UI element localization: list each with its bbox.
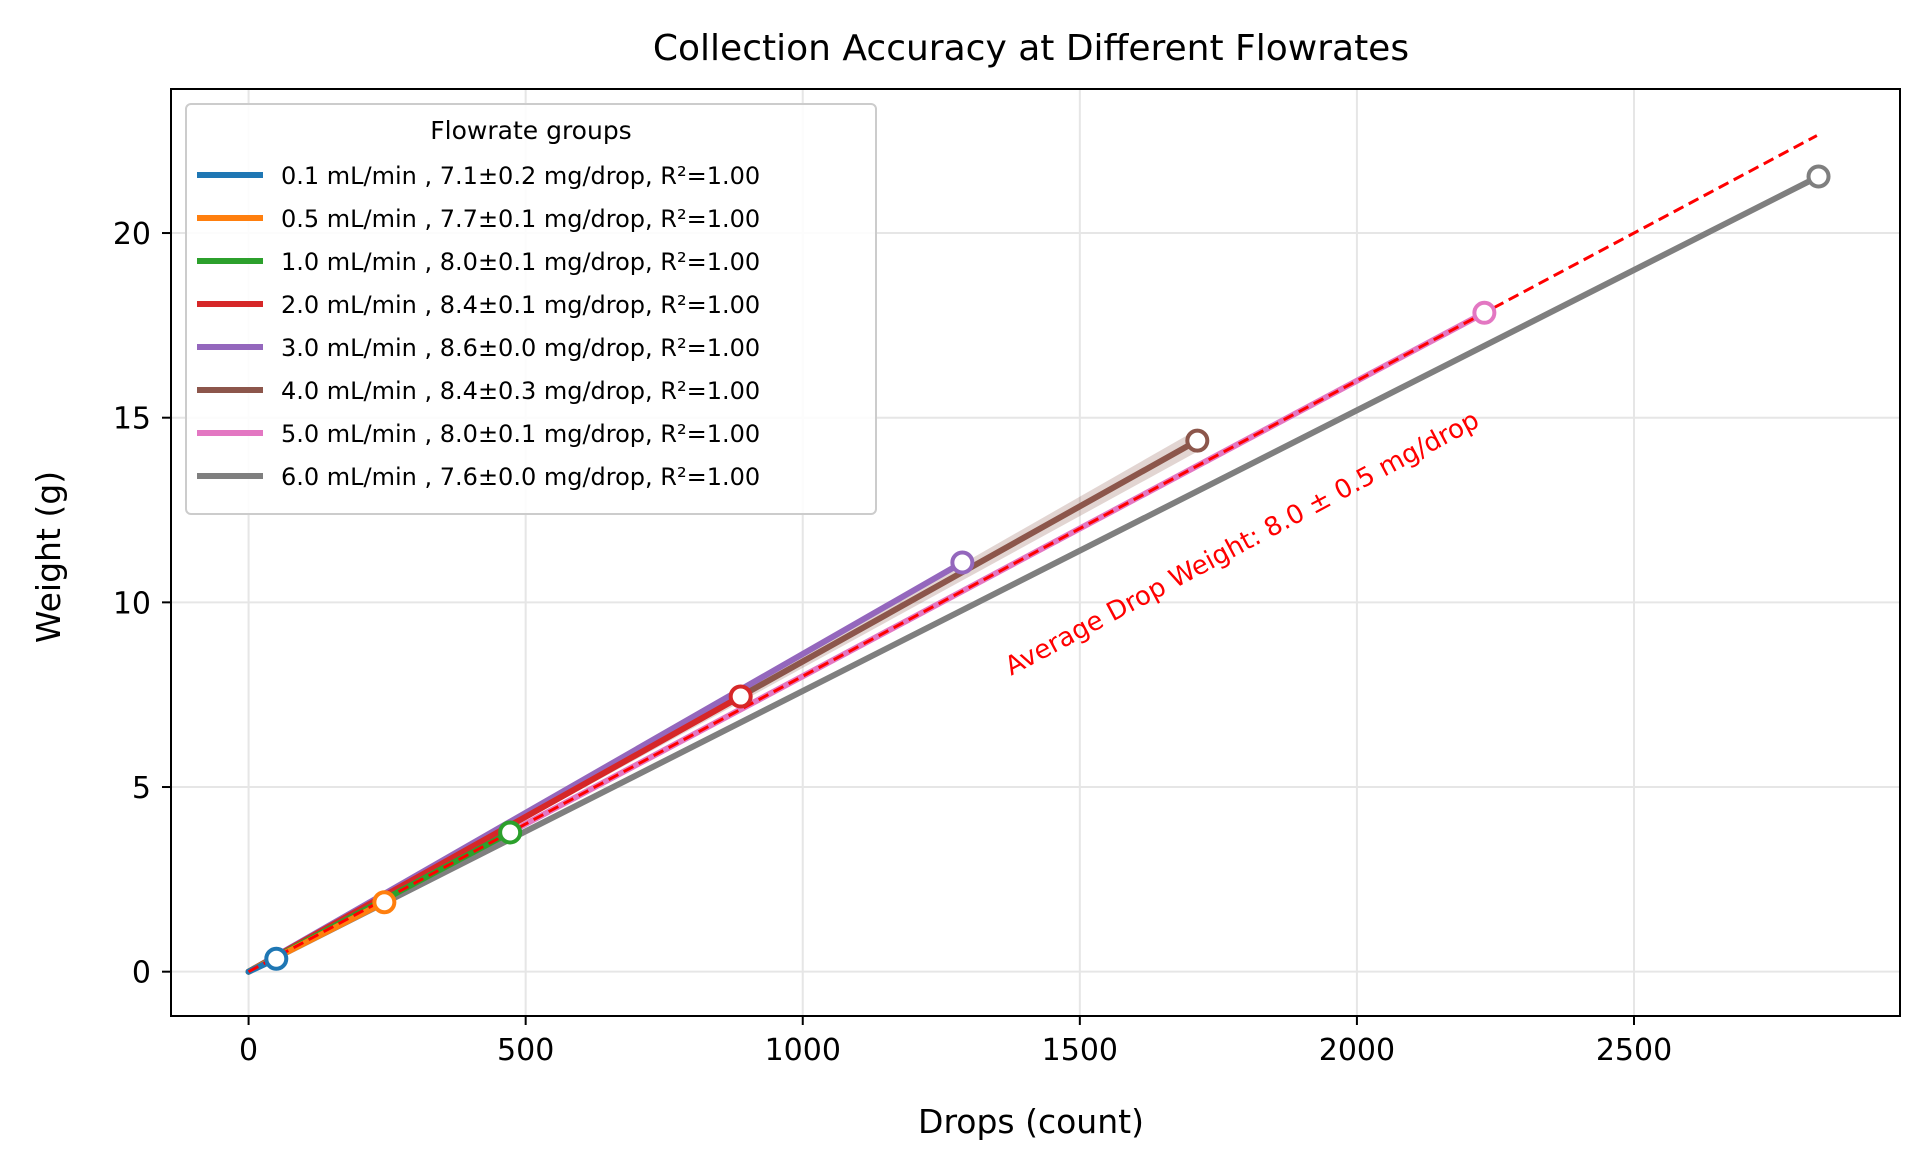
- x-tick-label: 2000: [1319, 1033, 1395, 1068]
- endpoint-markers: [264, 164, 1831, 971]
- legend-label: 1.0 mL/min , 8.0±0.1 mg/drop, R²=1.00: [281, 248, 760, 276]
- legend-label: 4.0 mL/min , 8.4±0.3 mg/drop, R²=1.00: [281, 377, 760, 405]
- legend-label: 0.5 mL/min , 7.7±0.1 mg/drop, R²=1.00: [281, 205, 760, 233]
- legend: Flowrate groups 0.1 mL/min , 7.1±0.2 mg/…: [185, 103, 877, 515]
- series-endpoint-marker: [728, 684, 753, 709]
- series-endpoint-marker: [498, 820, 523, 845]
- series-endpoint-marker: [1472, 300, 1497, 325]
- series-endpoint-marker: [264, 946, 289, 971]
- x-axis-label: Drops (count): [918, 1102, 1144, 1141]
- plot-frame: [170, 88, 1901, 1017]
- y-tick-label: 10: [113, 586, 151, 621]
- series-endpoint-marker: [1806, 164, 1831, 189]
- x-tick-label: 2500: [1596, 1033, 1672, 1068]
- legend-label: 2.0 mL/min , 8.4±0.1 mg/drop, R²=1.00: [281, 291, 760, 319]
- y-tick-label: 20: [113, 217, 151, 252]
- series-endpoint-marker: [372, 890, 397, 915]
- y-tick-label: 15: [113, 402, 151, 437]
- x-tick-label: 0: [239, 1033, 258, 1068]
- legend-label: 3.0 mL/min , 8.6±0.0 mg/drop, R²=1.00: [281, 334, 760, 362]
- legend-title: Flowrate groups: [430, 116, 631, 145]
- legend-entries: 0.1 mL/min , 7.1±0.2 mg/drop, R²=1.00 0.5…: [197, 162, 760, 491]
- chart-title: Collection Accuracy at Different Flowrat…: [653, 28, 1409, 69]
- x-axis-ticks: 0 500 1000 1500 2000 2500: [239, 1016, 1672, 1068]
- x-tick-label: 1500: [1042, 1033, 1118, 1068]
- y-tick-label: 5: [132, 771, 151, 806]
- y-tick-label: 0: [132, 956, 151, 991]
- y-axis-label: Weight (g): [29, 471, 68, 643]
- series-endpoint-marker: [950, 550, 975, 575]
- x-tick-label: 500: [497, 1033, 554, 1068]
- x-tick-label: 1000: [765, 1033, 841, 1068]
- legend-box: [185, 103, 877, 515]
- y-axis-ticks: 0 5 10 15 20: [113, 217, 171, 991]
- series-endpoint-marker: [1185, 428, 1210, 453]
- legend-label: 0.1 mL/min , 7.1±0.2 mg/drop, R²=1.00: [281, 162, 760, 190]
- legend-label: 5.0 mL/min , 8.0±0.1 mg/drop, R²=1.00: [281, 420, 760, 448]
- legend-label: 6.0 mL/min , 7.6±0.0 mg/drop, R²=1.00: [281, 463, 760, 491]
